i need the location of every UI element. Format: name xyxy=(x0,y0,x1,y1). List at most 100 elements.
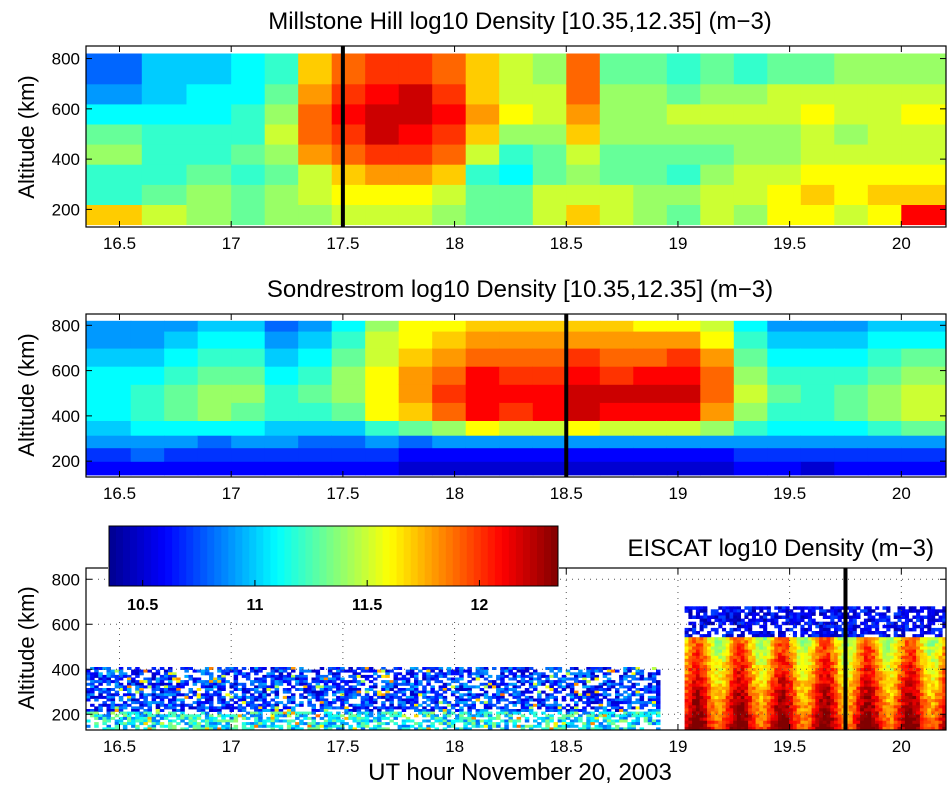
heatmap-cell xyxy=(442,672,448,676)
heatmap-cell xyxy=(860,631,865,635)
heatmap-cell xyxy=(886,692,891,697)
heatmap-cell xyxy=(229,719,234,723)
heatmap-cell xyxy=(722,705,727,709)
heatmap-cell xyxy=(890,702,895,706)
heatmap-cell xyxy=(848,658,853,663)
heatmap-cell xyxy=(155,719,161,723)
heatmap-cell xyxy=(327,719,333,723)
heatmap-cell xyxy=(164,461,199,476)
heatmap-cell xyxy=(852,643,857,647)
heatmap-cell xyxy=(699,726,704,730)
heatmap-cell xyxy=(699,686,704,691)
heatmap-cell xyxy=(438,674,444,678)
heatmap-cell xyxy=(528,677,534,681)
heatmap-cell xyxy=(545,693,550,697)
heatmap-cell xyxy=(438,688,444,691)
heatmap-cell xyxy=(541,719,546,723)
heatmap-cell xyxy=(405,695,411,699)
heatmap-cell xyxy=(401,701,407,705)
heatmap-cell xyxy=(766,711,771,715)
heatmap-cell xyxy=(549,693,554,697)
heatmap-cell xyxy=(886,683,891,688)
heatmap-cell xyxy=(221,724,226,728)
heatmap-cell xyxy=(430,688,435,691)
heatmap-cell xyxy=(282,674,288,678)
heatmap-cell xyxy=(186,53,232,85)
x-tick-label: 17 xyxy=(222,234,241,253)
heatmap-cell xyxy=(298,204,333,226)
heatmap-cell xyxy=(245,695,251,699)
heatmap-cell xyxy=(778,705,783,709)
heatmap-cell xyxy=(483,677,489,681)
heatmap-cell xyxy=(643,703,649,707)
heatmap-cell xyxy=(811,606,816,610)
heatmap-cell xyxy=(770,649,775,654)
heatmap-cell xyxy=(710,708,715,712)
heatmap-cell xyxy=(274,714,280,718)
heatmap-cell xyxy=(893,655,898,660)
heatmap-cell xyxy=(639,706,645,710)
heatmap-cell xyxy=(781,699,786,703)
heatmap-cell xyxy=(500,672,505,676)
heatmap-cell xyxy=(796,717,801,722)
heatmap-cell xyxy=(819,646,824,650)
heatmap-cell xyxy=(860,609,865,613)
heatmap-cell xyxy=(196,714,202,718)
heatmap-cell xyxy=(340,695,345,699)
heatmap-cell xyxy=(237,695,243,699)
heatmap-cell xyxy=(901,621,906,626)
heatmap-cell xyxy=(229,669,234,673)
heatmap-cell xyxy=(258,682,263,686)
heatmap-cell xyxy=(520,724,526,728)
heatmap-cell xyxy=(541,682,546,686)
heatmap-cell xyxy=(118,682,124,686)
heatmap-cell xyxy=(176,682,181,686)
heatmap-cell xyxy=(331,184,366,205)
heatmap-cell xyxy=(792,720,797,725)
heatmap-cell xyxy=(139,669,144,673)
heatmap-cell xyxy=(770,634,775,638)
heatmap-cell xyxy=(135,685,140,689)
heatmap-cell xyxy=(631,724,636,728)
heatmap-cell xyxy=(270,667,275,670)
heatmap-cell xyxy=(751,634,756,638)
heatmap-cell xyxy=(516,667,522,670)
heatmap-cell xyxy=(264,420,299,436)
heatmap-cell xyxy=(278,672,284,676)
heatmap-cell xyxy=(323,709,329,712)
heatmap-cell xyxy=(192,716,198,720)
heatmap-cell xyxy=(615,701,620,705)
heatmap-cell xyxy=(714,637,719,641)
heatmap-cell xyxy=(102,714,107,718)
heatmap-cell xyxy=(856,723,861,728)
heatmap-cell xyxy=(778,711,783,715)
heatmap-cell xyxy=(250,722,255,726)
heatmap-cell xyxy=(586,690,591,694)
heatmap-cell xyxy=(908,606,913,610)
heatmap-cell xyxy=(532,402,567,421)
heatmap-cell xyxy=(398,366,433,385)
heatmap-cell xyxy=(500,706,505,710)
heatmap-cell xyxy=(86,348,132,367)
heatmap-cell xyxy=(274,706,280,710)
heatmap-cell xyxy=(245,674,251,678)
heatmap-cell xyxy=(286,724,292,728)
heatmap-cell xyxy=(352,716,357,720)
heatmap-cell xyxy=(217,674,222,678)
heatmap-cell xyxy=(826,661,831,666)
heatmap-cell xyxy=(901,631,906,635)
heatmap-cell xyxy=(852,609,857,613)
heatmap-cell xyxy=(860,723,865,728)
heatmap-cell xyxy=(785,606,790,610)
heatmap-cell xyxy=(751,689,756,694)
heatmap-cell xyxy=(524,706,530,710)
heatmap-cell xyxy=(751,606,756,610)
heatmap-cell xyxy=(500,680,505,684)
heatmap-cell xyxy=(908,677,913,681)
heatmap-cell xyxy=(549,703,554,707)
heatmap-cell xyxy=(893,680,898,684)
heatmap-cell xyxy=(904,637,909,641)
heatmap-cell xyxy=(778,624,783,629)
heatmap-cell xyxy=(759,686,764,691)
heatmap-cell xyxy=(710,726,715,730)
